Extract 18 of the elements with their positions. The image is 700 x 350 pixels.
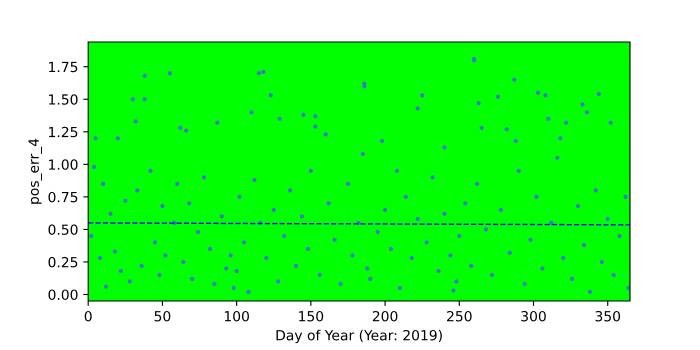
x-tick-label: 300 (521, 310, 546, 322)
y-tick-label: 1.00 (49, 159, 78, 170)
x-tick-label: 250 (447, 310, 472, 322)
x-tick-label: 150 (299, 310, 324, 322)
y-tick-label: 1.25 (49, 126, 78, 138)
y-tick-label: 0.25 (48, 256, 78, 268)
x-tick-label: 200 (372, 310, 398, 322)
x-tick-label: 0 (84, 310, 92, 322)
x-tick-label: 350 (596, 310, 620, 322)
y-tick-label: 1.75 (49, 62, 78, 72)
y-tick-label: 0.50 (48, 224, 78, 235)
y-tick-label: 0.75 (48, 192, 78, 202)
x-tick-label: 50 (154, 310, 170, 322)
y-tick-label: 0.00 (48, 289, 78, 300)
y-axis-title: pos_err_4 (28, 138, 42, 204)
x-axis-title: Day of Year (Year: 2019) (276, 330, 442, 344)
y-tick-label: 1.50 (49, 94, 78, 105)
x-tick-label: 100 (224, 310, 249, 322)
